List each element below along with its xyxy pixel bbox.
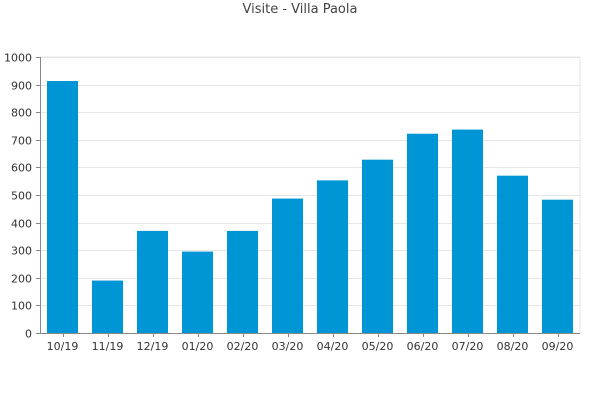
x-tick-label: 06/20 — [407, 340, 439, 353]
y-tick-label: 600 — [11, 162, 32, 175]
y-tick-label: 200 — [11, 273, 32, 286]
y-tick-label: 500 — [11, 190, 32, 203]
bar-04-20 — [316, 180, 349, 333]
x-tick-label: 09/20 — [542, 340, 574, 353]
bar-09-20 — [541, 199, 574, 333]
y-tick-label: 0 — [25, 328, 32, 341]
y-tick-label: 300 — [11, 245, 32, 258]
y-tick-label: 1000 — [4, 52, 32, 65]
x-tick-label: 04/20 — [317, 340, 349, 353]
x-tick-label: 10/19 — [47, 340, 79, 353]
bar-05-20 — [361, 159, 394, 333]
bar-06-20 — [406, 133, 439, 333]
y-tick-label: 800 — [11, 107, 32, 120]
x-tick-label: 11/19 — [92, 340, 124, 353]
bar-02-20 — [226, 230, 259, 333]
x-tick-label: 03/20 — [272, 340, 304, 353]
x-tick-label: 02/20 — [227, 340, 259, 353]
y-tick-label: 400 — [11, 218, 32, 231]
bar-12-19 — [136, 230, 169, 333]
bar-03-20 — [271, 198, 304, 333]
bar-10-19 — [46, 81, 79, 334]
bar-07-20 — [451, 129, 484, 333]
x-tick-label: 05/20 — [362, 340, 394, 353]
x-tick-label: 01/20 — [182, 340, 214, 353]
chart-title: Visite - Villa Paola — [242, 2, 358, 17]
x-tick-label: 12/19 — [137, 340, 169, 353]
x-tick-label: 08/20 — [497, 340, 529, 353]
bar-11-19 — [91, 280, 124, 333]
y-tick-label: 700 — [11, 135, 32, 148]
x-tick-label: 07/20 — [452, 340, 484, 353]
bar-01-20 — [181, 251, 214, 333]
y-tick-label: 900 — [11, 80, 32, 93]
bar-08-20 — [496, 175, 529, 333]
y-tick-label: 100 — [11, 300, 32, 313]
